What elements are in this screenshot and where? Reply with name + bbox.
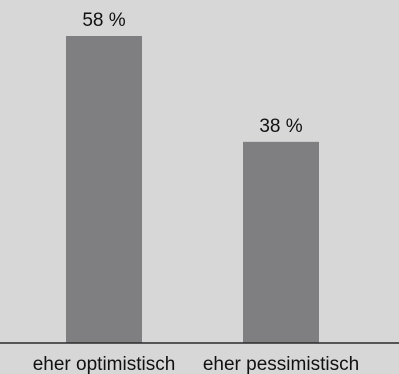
category-label-1: eher optimistisch — [33, 354, 176, 374]
category-label-2: eher pessimistisch — [203, 354, 359, 374]
bar-2 — [243, 141, 319, 343]
labels-group: 58 % eher optimistisch 38 % eher pessimisti… — [33, 10, 359, 374]
data-label-1: 58 % — [82, 10, 125, 31]
bars-group — [66, 36, 319, 343]
data-label-2: 38 % — [259, 116, 302, 137]
bar-1 — [66, 36, 142, 343]
